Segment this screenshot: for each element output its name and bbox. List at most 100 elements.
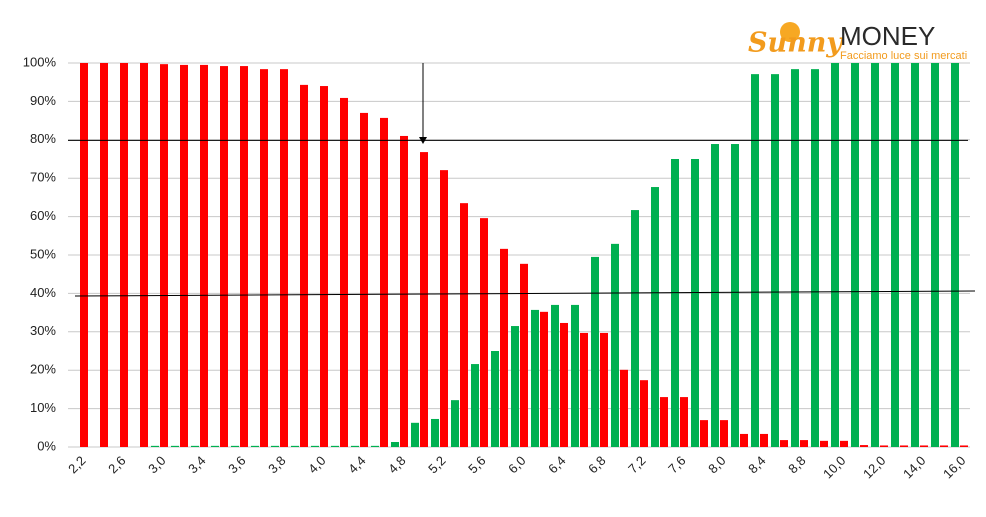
bar <box>591 256 599 447</box>
bar <box>871 63 879 447</box>
bar <box>251 445 259 447</box>
bar <box>860 445 868 447</box>
bar <box>540 311 548 447</box>
bar <box>940 445 948 447</box>
bar <box>160 64 168 447</box>
x-tick-label: 3,4 <box>185 453 208 476</box>
bar <box>531 309 539 447</box>
x-tick-label: 5,2 <box>425 453 448 476</box>
bar <box>700 420 708 447</box>
bar <box>380 117 388 448</box>
x-tick-label: 7,6 <box>665 453 688 476</box>
x-tick-label: 3,8 <box>265 453 288 476</box>
logo-tagline: Facciamo luce sui mercati <box>840 50 967 62</box>
bar <box>171 445 179 447</box>
x-tick-label: 8,8 <box>785 453 808 476</box>
y-tick-label: 30% <box>30 323 56 338</box>
bar <box>431 418 439 447</box>
bar <box>820 440 828 447</box>
y-tick-label: 100% <box>23 54 57 69</box>
bar <box>760 433 768 447</box>
bar <box>500 248 508 447</box>
bar <box>420 152 428 447</box>
bar <box>151 445 159 447</box>
bar <box>931 63 939 447</box>
bar <box>491 351 499 447</box>
annotation-line <box>74 290 976 297</box>
x-tick-label: 6,0 <box>505 453 528 476</box>
bar <box>311 445 319 447</box>
bar <box>731 144 739 448</box>
bar <box>400 135 408 447</box>
bar <box>880 445 888 447</box>
y-tick-label: 80% <box>30 131 56 146</box>
y-tick-label: 70% <box>30 170 56 185</box>
x-tick-label: 16,0 <box>940 453 969 482</box>
x-tick-label: 7,2 <box>625 453 648 476</box>
bar <box>571 304 579 447</box>
bar <box>280 69 288 448</box>
bar <box>300 84 308 447</box>
bar <box>440 170 448 448</box>
bar <box>391 442 399 447</box>
bar <box>651 187 659 448</box>
x-tick-label: 5,6 <box>465 453 488 476</box>
bar <box>640 380 648 447</box>
y-tick-label: 10% <box>30 400 56 415</box>
plot-area: 0% 10% 20% 30% 40% 50% 60% 70% 80% 90% 100% 2,2 2,6 3… <box>23 54 970 481</box>
bar <box>611 243 619 447</box>
bar <box>340 97 348 447</box>
bar <box>100 63 108 447</box>
y-tick-label: 0% <box>37 438 56 453</box>
bar <box>80 63 88 447</box>
bar <box>780 440 788 447</box>
logo-name: MONEY <box>840 21 935 51</box>
bar <box>831 63 839 447</box>
bar <box>631 210 639 447</box>
bar <box>740 433 748 447</box>
bar <box>411 422 419 447</box>
x-tick-label: 8,4 <box>745 453 768 476</box>
y-tick-label: 60% <box>30 208 56 223</box>
x-tick-label: 2,6 <box>105 453 128 476</box>
logo-sun <box>780 22 800 42</box>
logo-brand: Sunny <box>748 28 844 59</box>
bar <box>791 69 799 448</box>
bar <box>920 445 928 447</box>
x-tick-label: 2,2 <box>65 453 88 476</box>
bar <box>351 445 359 447</box>
bar <box>600 332 608 447</box>
bar <box>140 63 148 447</box>
x-tick-label: 6,4 <box>545 453 568 476</box>
x-tick-label: 4,4 <box>345 453 368 476</box>
arrow-head <box>419 137 427 144</box>
bar <box>620 369 628 447</box>
logo: Sunny MONEY Facciamo luce sui mercati <box>748 21 967 62</box>
bar <box>711 144 719 448</box>
bar <box>480 218 488 447</box>
bar <box>260 69 268 448</box>
bar <box>551 304 559 447</box>
bar <box>271 445 279 447</box>
bar <box>371 445 379 447</box>
x-tick-label: 6,8 <box>585 453 608 476</box>
bar <box>460 203 468 447</box>
bar <box>200 64 208 448</box>
bar <box>191 445 199 447</box>
bar <box>680 397 688 447</box>
bar <box>911 63 919 447</box>
bar <box>120 63 128 447</box>
bar <box>211 445 219 447</box>
bar <box>180 64 188 448</box>
y-tick-label: 20% <box>30 362 56 377</box>
bar <box>811 69 819 448</box>
bar <box>900 445 908 447</box>
bar <box>320 86 328 447</box>
bar <box>891 63 899 447</box>
bar <box>580 332 588 447</box>
y-tick-label: 40% <box>30 285 56 300</box>
x-tick-label: 8,0 <box>705 453 728 476</box>
bar <box>771 74 779 448</box>
bar <box>331 445 339 447</box>
